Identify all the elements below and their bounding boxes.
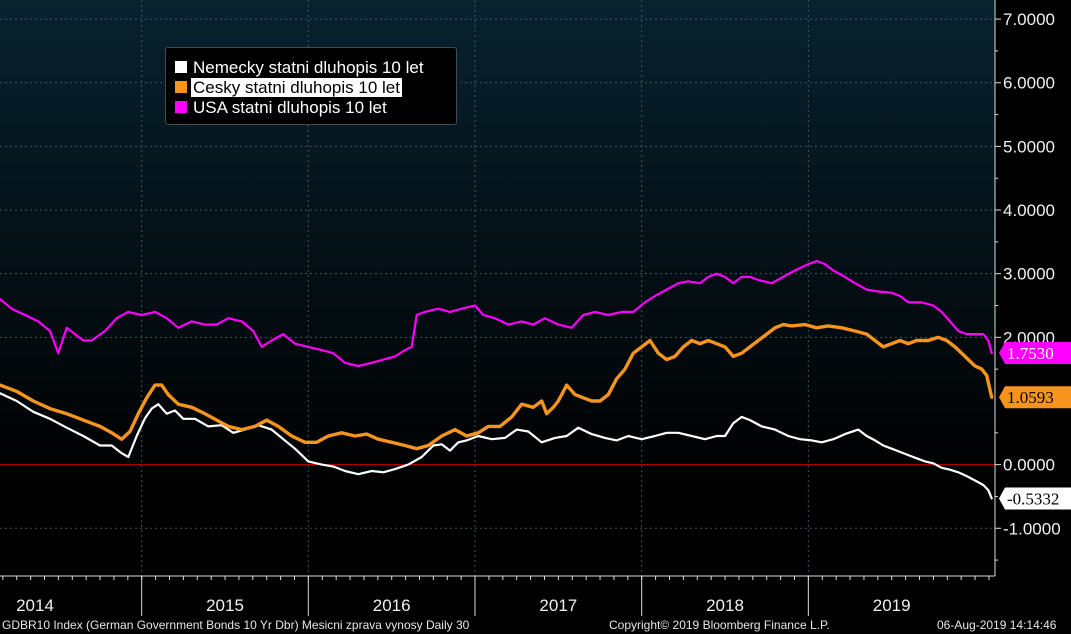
- series-line-0: [0, 392, 993, 500]
- legend-swatch-usa: [175, 101, 187, 113]
- series-group: [0, 259, 994, 500]
- axis-group: 7.00006.00005.00004.00003.00002.00000.00…: [0, 0, 1061, 616]
- last-value-text-1: 1.0593: [1007, 388, 1054, 407]
- legend-item-usa[interactable]: USA statni dluhopis 10 let: [175, 97, 456, 117]
- last-value-label-0: -0.5332: [999, 487, 1071, 510]
- footer-bar: GDBR10 Index (German Government Bonds 10…: [0, 616, 1071, 634]
- footer-timestamp: 06-Aug-2019 14:14:46: [937, 618, 1057, 632]
- x-year-label-1: 2015: [206, 596, 244, 615]
- last-value-box-2: [999, 342, 1071, 365]
- last-value-label-1: 1.0593: [999, 386, 1071, 409]
- y-tick-label-3: 4.0000: [1003, 201, 1055, 220]
- last-value-box-0: [999, 487, 1071, 510]
- last-value-text-2: 1.7530: [1007, 344, 1054, 363]
- plot-background: [0, 0, 995, 576]
- x-year-label-3: 2017: [539, 596, 577, 615]
- last-value-box-1: [999, 386, 1071, 409]
- last-value-text-0: -0.5332: [1007, 490, 1059, 509]
- legend-label-usa: USA statni dluhopis 10 let: [193, 97, 387, 117]
- legend-label-czech: Cesky statni dluhopis 10 let: [191, 77, 402, 97]
- y-tick-label-0: 7.0000: [1003, 10, 1055, 29]
- chart-canvas: 7.00006.00005.00004.00003.00002.00000.00…: [0, 0, 1071, 616]
- legend-label-german: Nemecky statni dluhopis 10 let: [193, 57, 424, 77]
- legend-item-german[interactable]: Nemecky statni dluhopis 10 let: [175, 57, 456, 77]
- y-tick-label-6: 0.0000: [1003, 456, 1055, 475]
- footer-copyright: Copyright© 2019 Bloomberg Finance L.P.: [609, 618, 830, 632]
- y-tick-label-2: 5.0000: [1003, 137, 1055, 156]
- x-year-label-4: 2018: [706, 596, 744, 615]
- legend-swatch-german: [175, 61, 187, 73]
- x-year-label-2: 2016: [373, 596, 411, 615]
- last-value-label-2: 1.7530: [999, 342, 1071, 365]
- y-tick-label-7: -1.0000: [1003, 519, 1061, 538]
- series-line-1: [0, 322, 994, 451]
- legend-swatch-czech: [175, 81, 187, 93]
- legend-item-czech[interactable]: Cesky statni dluhopis 10 let: [175, 77, 456, 97]
- last-value-labels: -0.5332 1.0593 1.7530: [999, 342, 1071, 510]
- y-tick-label-1: 6.0000: [1003, 74, 1055, 93]
- legend: Nemecky statni dluhopis 10 let Cesky sta…: [165, 47, 457, 125]
- y-tick-label-4: 3.0000: [1003, 265, 1055, 284]
- x-year-label-5: 2019: [873, 596, 911, 615]
- series-line-2: [0, 259, 993, 368]
- footer-security-description: GDBR10 Index (German Government Bonds 10…: [2, 618, 470, 632]
- x-year-label-0: 2014: [16, 596, 54, 615]
